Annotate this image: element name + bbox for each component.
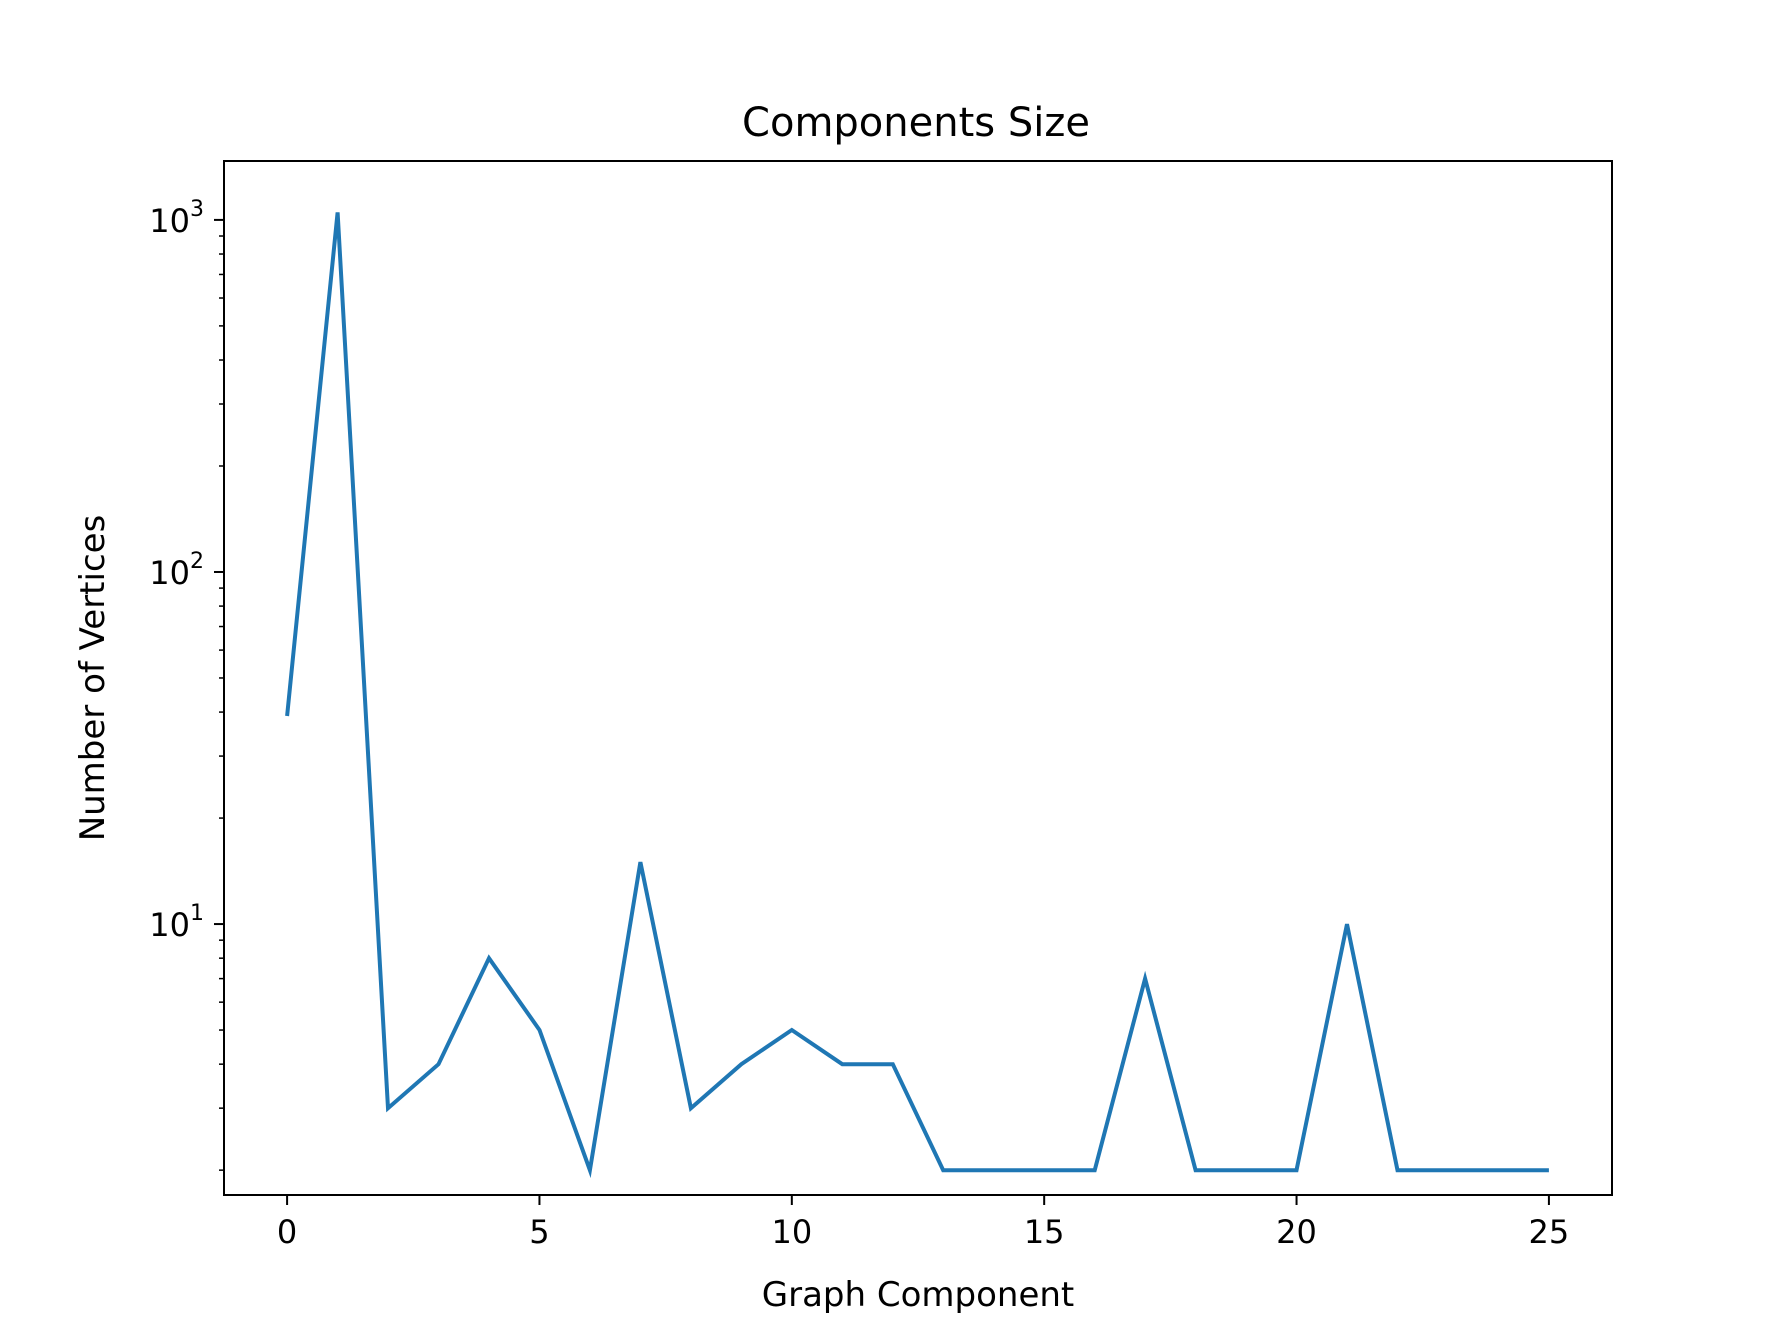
x-axis-label: Graph Component (762, 1275, 1075, 1315)
x-tick-label: 0 (277, 1213, 297, 1251)
y-axis: 101 102 103 (149, 197, 224, 1171)
y-tick-label: 102 (149, 549, 204, 592)
y-axis-label: Number of Vertices (73, 515, 113, 842)
y-tick-label: 101 (149, 901, 204, 944)
chart-title: Components Size (742, 100, 1090, 146)
x-axis: 0 5 10 15 20 25 (277, 1195, 1569, 1251)
x-tick-label: 20 (1276, 1213, 1317, 1251)
series-line-0 (285, 212, 1549, 1179)
x-tick-label: 10 (771, 1213, 812, 1251)
x-tick-label: 5 (529, 1213, 549, 1251)
x-tick-label: 15 (1024, 1213, 1065, 1251)
y-tick-label: 103 (149, 197, 204, 240)
x-tick-label: 25 (1529, 1213, 1570, 1251)
plot-area (285, 212, 1549, 1179)
